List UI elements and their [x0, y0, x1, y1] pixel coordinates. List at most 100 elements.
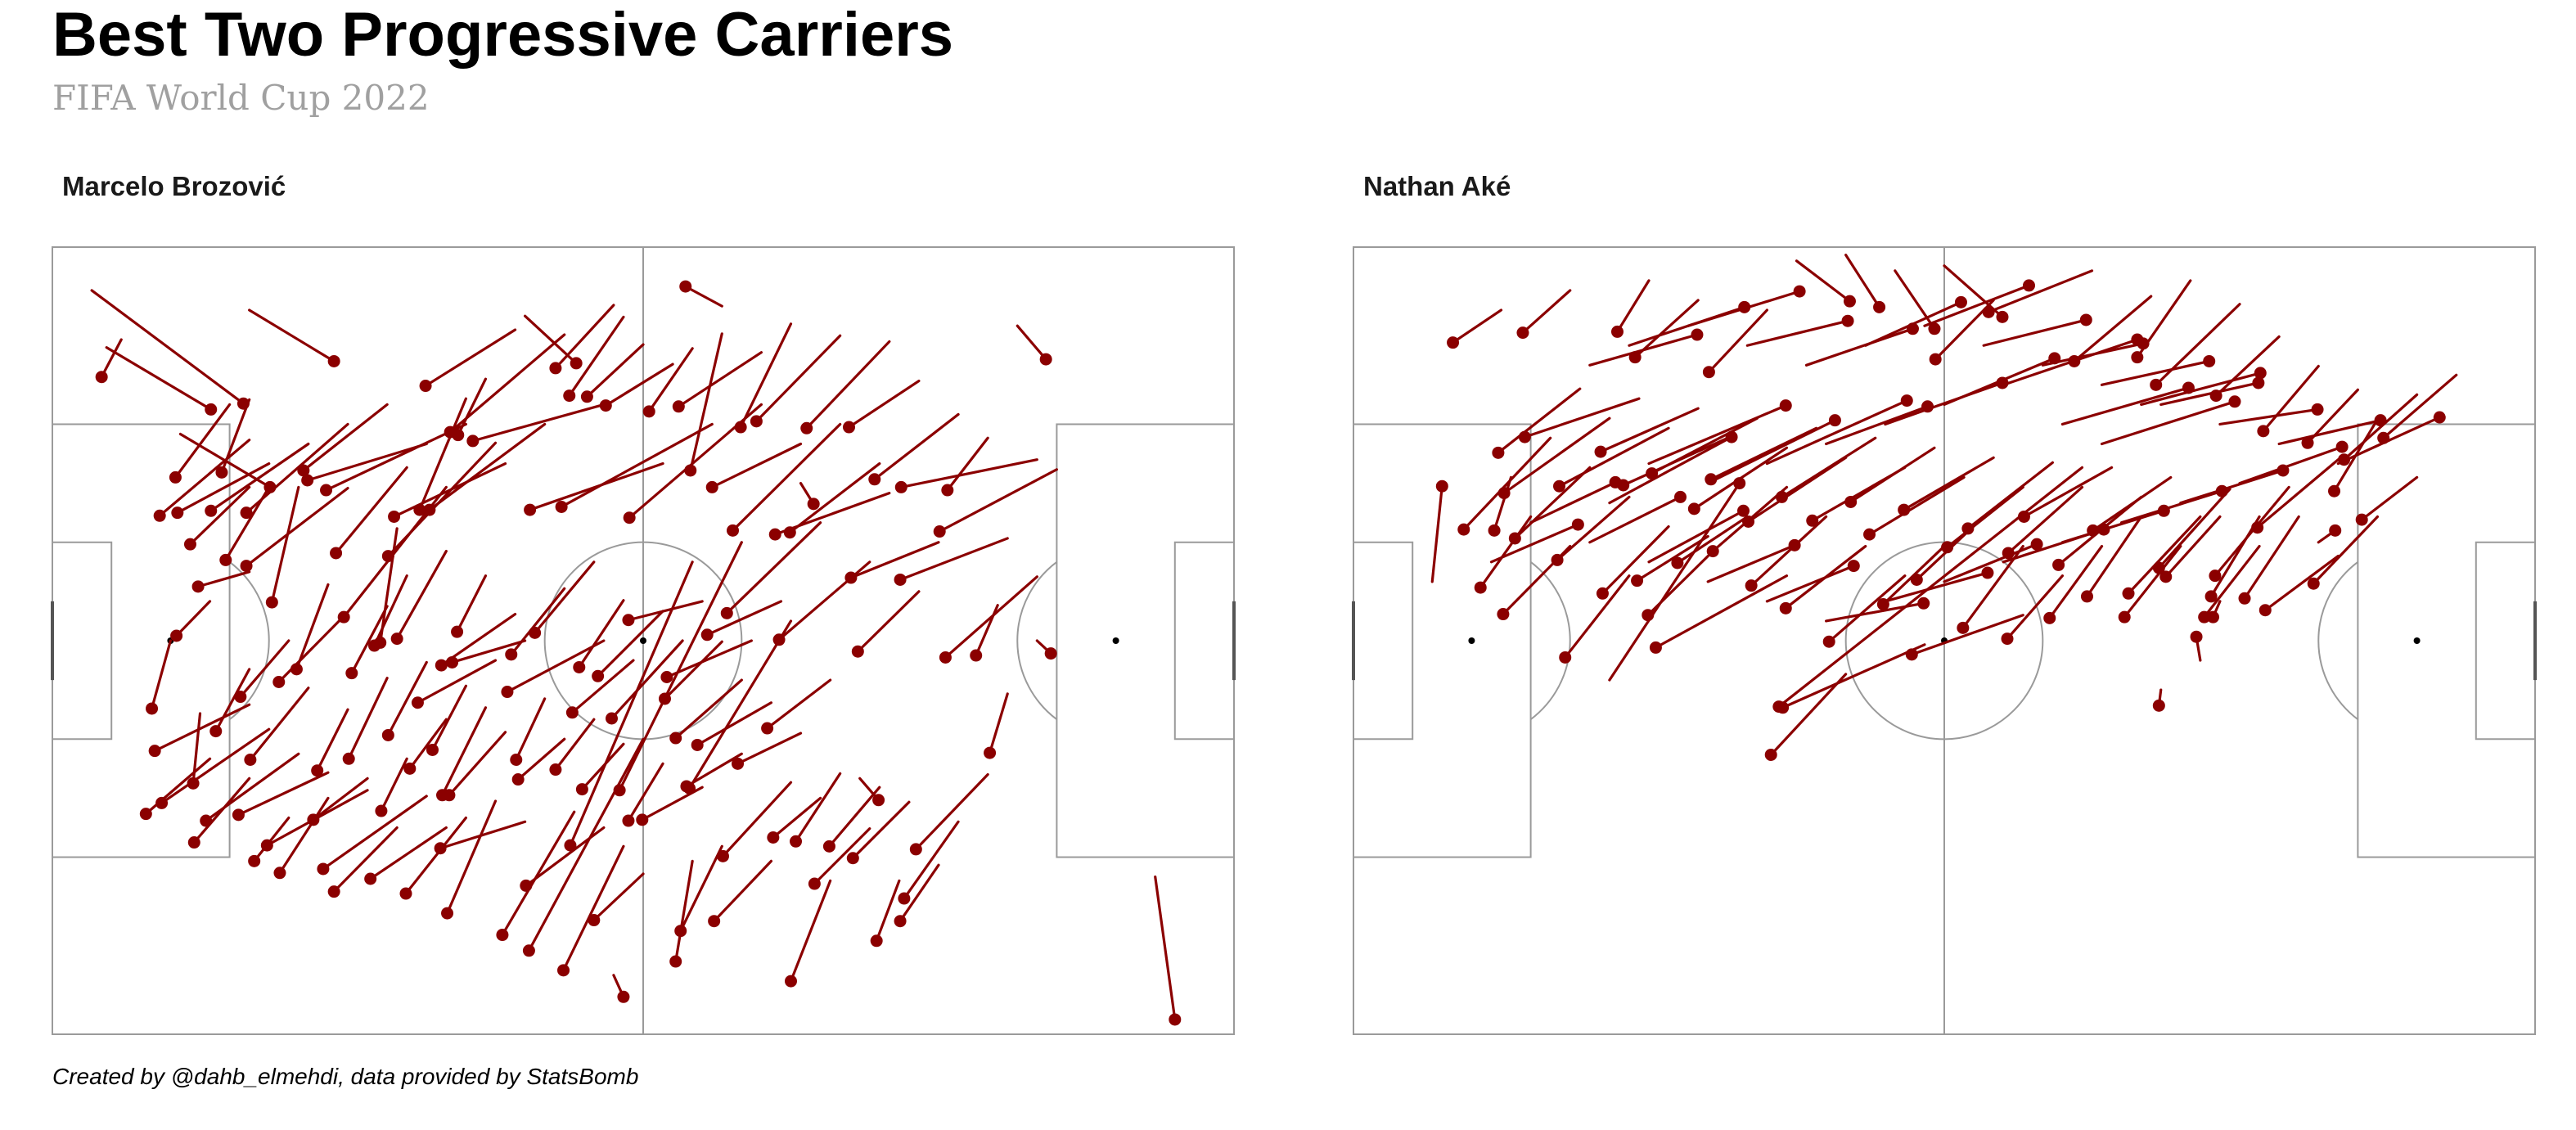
carry-start-point: [1649, 641, 1662, 654]
carry-line: [1493, 475, 1513, 532]
carry-line: [1489, 523, 1579, 564]
carry-line: [1894, 269, 1936, 331]
carry-line: [1844, 254, 1881, 308]
carry-line: [696, 701, 773, 747]
carry-start-point: [511, 773, 525, 786]
carry-line: [2085, 515, 2143, 598]
carry-start-point: [1687, 502, 1700, 515]
carry-line: [856, 590, 921, 653]
carry-start-point: [716, 849, 729, 862]
carry-line: [1588, 333, 1699, 367]
carry-start-point: [327, 354, 340, 367]
carry-start-point: [1777, 701, 1790, 714]
carry-start-point: [705, 480, 718, 493]
carry-start-point: [1921, 400, 1934, 413]
carry-line: [1615, 279, 1651, 334]
carry-start-point: [2131, 351, 2144, 364]
carry-line: [2342, 393, 2419, 461]
carry-line: [144, 757, 212, 816]
carry-line: [347, 677, 389, 760]
carry-line: [875, 879, 901, 943]
carry-start-point: [1516, 326, 1529, 340]
carry-line: [898, 863, 940, 923]
carry-line: [739, 322, 793, 429]
carry-start-point: [851, 645, 864, 658]
carry-start-point: [1996, 376, 2009, 389]
carry-line: [2002, 338, 2139, 386]
carry-start-point: [1982, 305, 1995, 318]
carry-start-point: [2157, 504, 2170, 517]
carry-line: [334, 466, 408, 555]
carry-line: [1923, 284, 2031, 327]
carry-start-point: [2043, 611, 2056, 624]
carry-line: [1750, 515, 1828, 588]
carry-start-point: [435, 659, 448, 672]
carry-line: [380, 757, 408, 813]
carry-line: [554, 718, 596, 772]
carry-start-point: [297, 464, 310, 477]
carry-line: [178, 432, 272, 489]
carry-start-point: [411, 696, 424, 709]
carry-start-point: [2203, 354, 2216, 367]
carry-line: [379, 527, 399, 645]
six-yard-box-right: [1173, 541, 1236, 741]
carry-start-point: [941, 484, 954, 497]
carry-line: [1647, 404, 1787, 466]
carry-start-point: [1873, 300, 1886, 313]
carry-line: [938, 468, 1059, 533]
carry-line: [585, 343, 645, 398]
carry-line: [1564, 574, 1631, 660]
carry-line: [2262, 364, 2320, 433]
carry-start-point: [311, 764, 324, 777]
carry-line: [847, 379, 921, 429]
carry-start-point: [1788, 538, 1801, 551]
carry-start-point: [2257, 425, 2270, 438]
carry-line: [2213, 485, 2290, 578]
carry-start-point: [909, 843, 922, 856]
carry-line: [175, 600, 212, 637]
carry-start-point: [573, 660, 586, 673]
carry-start-point: [1841, 314, 1854, 327]
carry-start-point: [2215, 484, 2228, 497]
carry-start-point: [1435, 479, 1448, 493]
carry-line: [710, 442, 803, 489]
carry-line: [2243, 515, 2300, 600]
carry-start-point: [1843, 295, 1856, 308]
carry-line: [851, 800, 911, 860]
carry-line: [1795, 259, 1852, 303]
carry-start-point: [1169, 1013, 1182, 1026]
carry-line: [173, 403, 232, 479]
carry-line: [1502, 416, 1611, 495]
carry-line: [1769, 673, 1848, 757]
carry-line: [2073, 295, 2153, 363]
carry-start-point: [2374, 414, 2387, 427]
carry-start-point: [767, 831, 780, 844]
carry-start-point: [436, 789, 449, 802]
carry-line: [1765, 565, 1855, 603]
carry-start-point: [446, 655, 459, 669]
carry-start-point: [761, 722, 774, 735]
carry-line: [1588, 495, 1682, 544]
carry-line: [2140, 371, 2262, 406]
six-yard-box-left: [52, 541, 113, 741]
carry-start-point: [783, 526, 796, 539]
carry-start-point: [2159, 570, 2173, 583]
carry-start-point: [524, 503, 537, 516]
carry-line: [1943, 542, 2038, 583]
carry-line: [416, 659, 498, 705]
carry-line: [428, 422, 547, 511]
carry-line: [788, 461, 881, 534]
carry-line: [1746, 456, 1848, 524]
carry-line: [302, 403, 389, 472]
carry-start-point: [2335, 440, 2349, 453]
carry-start-point: [301, 474, 314, 487]
carry-start-point: [388, 510, 401, 523]
carry-start-point: [381, 728, 394, 741]
carry-start-point: [1702, 366, 1715, 379]
penalty-arc-left: [228, 561, 270, 720]
carry-line: [1154, 875, 1177, 1021]
carry-line: [1903, 456, 1995, 511]
carry-start-point: [984, 746, 997, 759]
carry-line: [1884, 381, 2004, 426]
carry-start-point: [2022, 279, 2035, 292]
